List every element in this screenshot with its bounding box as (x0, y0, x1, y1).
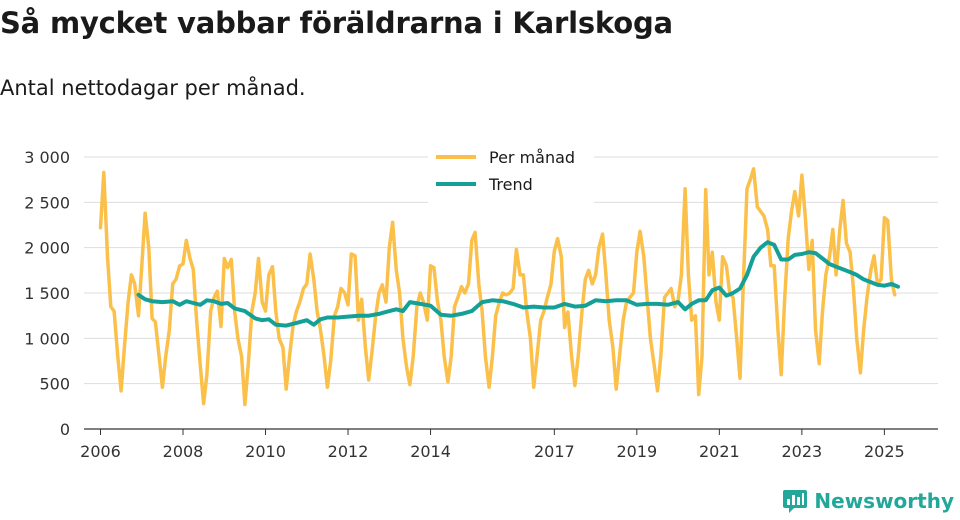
y-tick-label: 1 000 (24, 329, 70, 348)
x-axis: 2006 2008 2010 2012 2014 2017 2019 2021 2023 2025 (80, 428, 938, 461)
x-tick-label: 2017 (534, 442, 575, 461)
legend-label: Per månad (489, 148, 575, 167)
page-subtitle: Antal nettodagar per månad. (0, 76, 306, 100)
x-tick-label: 2014 (410, 442, 451, 461)
y-axis: 0 500 1 000 1 500 2 000 2 500 3 000 (24, 148, 70, 439)
page-title: Så mycket vabbar föräldrarna i Karlskoga (0, 6, 673, 40)
x-tick-label: 2012 (328, 442, 369, 461)
series-line-per-manad (98, 167, 897, 407)
y-tick-label: 3 000 (24, 148, 70, 167)
legend: Per månad Trend (428, 142, 594, 204)
brand-name: Newsworthy (814, 489, 954, 513)
x-tick-label: 2023 (781, 442, 822, 461)
series-line-trend (136, 240, 900, 328)
y-tick-label: 0 (60, 420, 70, 439)
y-tick-label: 1 500 (24, 284, 70, 303)
x-tick-label: 2010 (245, 442, 286, 461)
x-tick-label: 2019 (616, 442, 657, 461)
y-tick-label: 500 (39, 375, 70, 394)
series-lines (98, 167, 900, 407)
legend-label: Trend (488, 175, 533, 194)
y-tick-label: 2 000 (24, 239, 70, 258)
brand-logo: Newsworthy (782, 488, 954, 514)
x-tick-label: 2008 (163, 442, 204, 461)
newsworthy-logo-icon (783, 490, 808, 513)
y-tick-label: 2 500 (24, 193, 70, 212)
x-tick-label: 2006 (80, 442, 121, 461)
x-tick-label: 2021 (699, 442, 740, 461)
legend-box (428, 142, 594, 204)
x-tick-label: 2025 (864, 442, 905, 461)
